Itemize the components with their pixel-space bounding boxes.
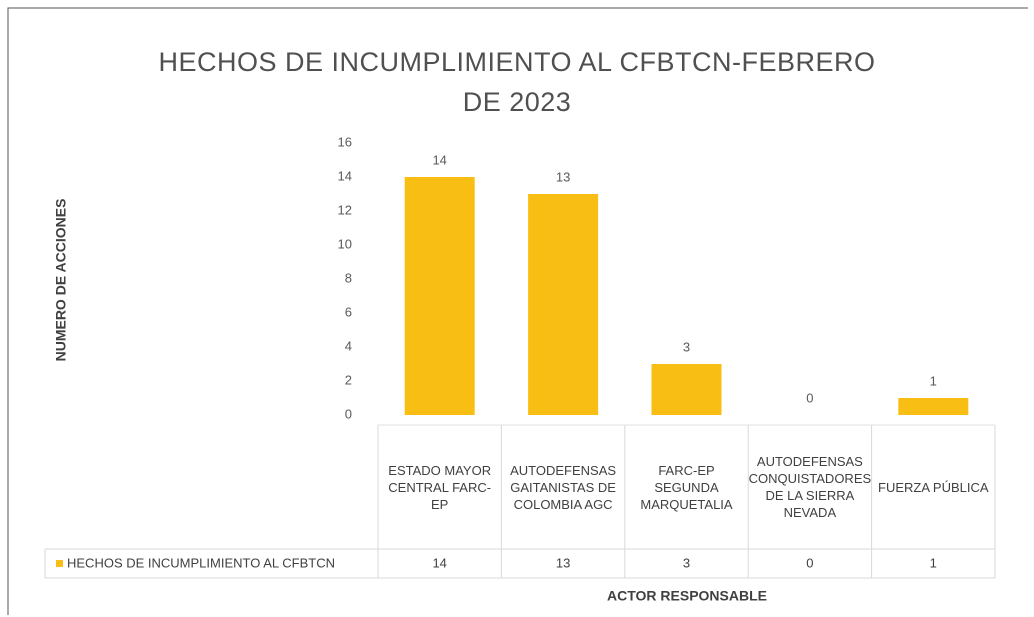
table-value: 0 [806, 555, 813, 570]
data-label: 1 [930, 373, 937, 388]
data-label: 0 [806, 390, 813, 405]
table-value: 3 [683, 555, 690, 570]
y-tick-label: 2 [345, 372, 352, 387]
y-tick-label: 6 [345, 304, 352, 319]
bar [404, 177, 475, 415]
x-tick-label: FUERZA PÚBLICA [878, 479, 989, 495]
table-value: 1 [930, 555, 937, 570]
bar [651, 364, 722, 415]
frame [7, 7, 1028, 615]
table-value: 14 [432, 555, 446, 570]
legend-key [56, 560, 63, 567]
y-tick-label: 8 [345, 270, 352, 285]
table-value: 13 [556, 555, 570, 570]
y-axis-label: NUMERO DE ACCIONES [53, 199, 69, 362]
y-tick-label: 10 [338, 236, 352, 251]
legend-label: HECHOS DE INCUMPLIMIENTO AL CFBTCN [67, 555, 335, 570]
y-tick-label: 16 [338, 134, 352, 149]
data-label: 14 [432, 152, 446, 167]
bar [898, 398, 969, 415]
x-axis-label: ACTOR RESPONSABLE [607, 588, 767, 604]
x-tick-label: AUTODEFENSAS GAITANISTAS DE COLOMBIA AGC [510, 462, 617, 512]
x-tick-label: AUTODEFENSAS CONQUISTADORES DE LA SIERRA… [748, 454, 872, 520]
y-tick-label: 0 [345, 406, 352, 421]
x-tick-label: FARC-EP SEGUNDA MARQUETALIA [640, 462, 733, 512]
y-tick-label: 4 [345, 338, 352, 353]
chart-title: HECHOS DE INCUMPLIMIENTO AL CFBTCN-FEBRE… [158, 47, 876, 117]
data-label: 13 [556, 169, 570, 184]
x-tick-label: ESTADO MAYOR CENTRAL FARC-EP [388, 462, 492, 512]
bar [528, 194, 599, 415]
y-tick-label: 14 [338, 168, 352, 183]
data-label: 3 [683, 339, 690, 354]
y-tick-label: 12 [338, 202, 352, 217]
